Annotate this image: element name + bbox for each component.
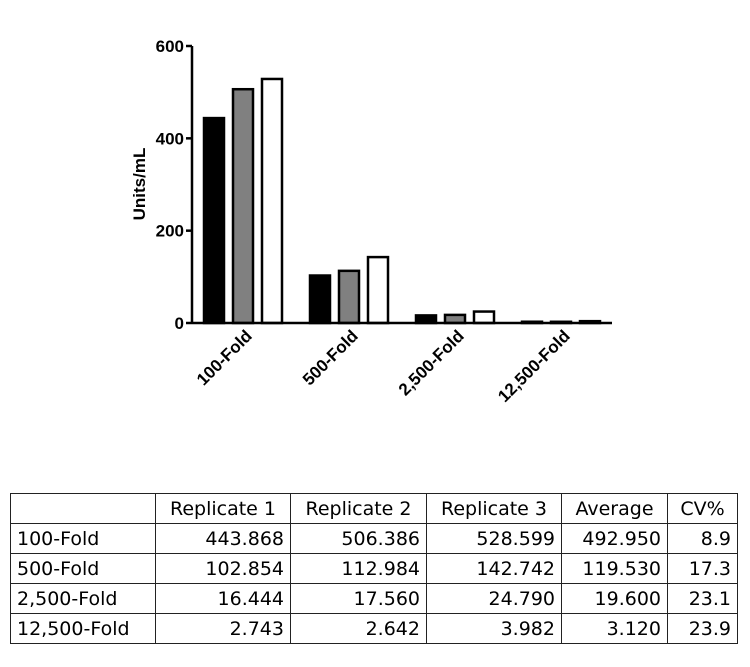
y-tick-label: 400 [156, 129, 184, 148]
x-tick-label: 12,500-Fold [494, 326, 574, 406]
table-cell: 3.120 [561, 613, 668, 644]
table-row-label: 100-Fold [10, 523, 156, 554]
table-row: 2,500-Fold 16.444 17.560 24.790 19.600 2… [10, 583, 738, 614]
bar [366, 255, 390, 325]
table-cell: 506.386 [290, 523, 427, 554]
y-tick-label: 200 [156, 222, 184, 241]
table-cell: 23.1 [667, 583, 738, 614]
bar [308, 274, 332, 325]
x-tick-label: 500-Fold [299, 326, 362, 389]
table-header-cell: Average [561, 493, 668, 524]
table-cell: 8.9 [667, 523, 738, 554]
table-cell: 17.560 [290, 583, 427, 614]
x-tick-label: 2,500-Fold [395, 326, 468, 399]
table-cell: 528.599 [426, 523, 562, 554]
y-axis-title: Units/mL [130, 148, 149, 221]
table-header-row: Replicate 1 Replicate 2 Replicate 3 Aver… [10, 493, 738, 524]
table-cell: 24.790 [426, 583, 562, 614]
table-header-cell: Replicate 3 [426, 493, 562, 524]
table-row: 500-Fold 102.854 112.984 142.742 119.530… [10, 553, 738, 584]
table-cell: 112.984 [290, 553, 427, 584]
table-cell: 119.530 [561, 553, 668, 584]
table-cell: 23.9 [667, 613, 738, 644]
bar-chart: 0 200 400 600 100-Fold 500-Fold 2,500-Fold 12,5… [130, 37, 612, 406]
table-header-cell: Replicate 1 [155, 493, 291, 524]
table-cell: 492.950 [561, 523, 668, 554]
bar [260, 77, 284, 325]
table-row-label: 500-Fold [10, 553, 156, 584]
table-cell: 16.444 [155, 583, 291, 614]
table-row: 12,500-Fold 2.743 2.642 3.982 3.120 23.9 [10, 613, 738, 644]
table-row-label: 2,500-Fold [10, 583, 156, 614]
table-cell: 17.3 [667, 553, 738, 584]
table-cell: 3.982 [426, 613, 562, 644]
table-header-cell: CV% [667, 493, 738, 524]
table-cell: 19.600 [561, 583, 668, 614]
data-table: Replicate 1 Replicate 2 Replicate 3 Aver… [10, 493, 738, 644]
table-cell: 102.854 [155, 553, 291, 584]
table-cell: 2.642 [290, 613, 427, 644]
table-row: 100-Fold 443.868 506.386 528.599 492.950… [10, 523, 738, 554]
table-cell: 142.742 [426, 553, 562, 584]
y-tick-label: 600 [156, 37, 184, 56]
bar [337, 269, 361, 325]
plot-area: 0 200 400 600 100-Fold 500-Fold 2,500-Fold 12,5… [156, 37, 612, 406]
table-cell: 2.743 [155, 613, 291, 644]
y-tick-label: 0 [175, 314, 184, 333]
table-header-cell [10, 493, 156, 524]
bar [472, 310, 496, 325]
table-row-label: 12,500-Fold [10, 613, 156, 644]
bar [202, 116, 226, 325]
bar [231, 87, 255, 325]
table-cell: 443.868 [155, 523, 291, 554]
x-tick-label: 100-Fold [193, 326, 256, 389]
table-header-cell: Replicate 2 [290, 493, 427, 524]
